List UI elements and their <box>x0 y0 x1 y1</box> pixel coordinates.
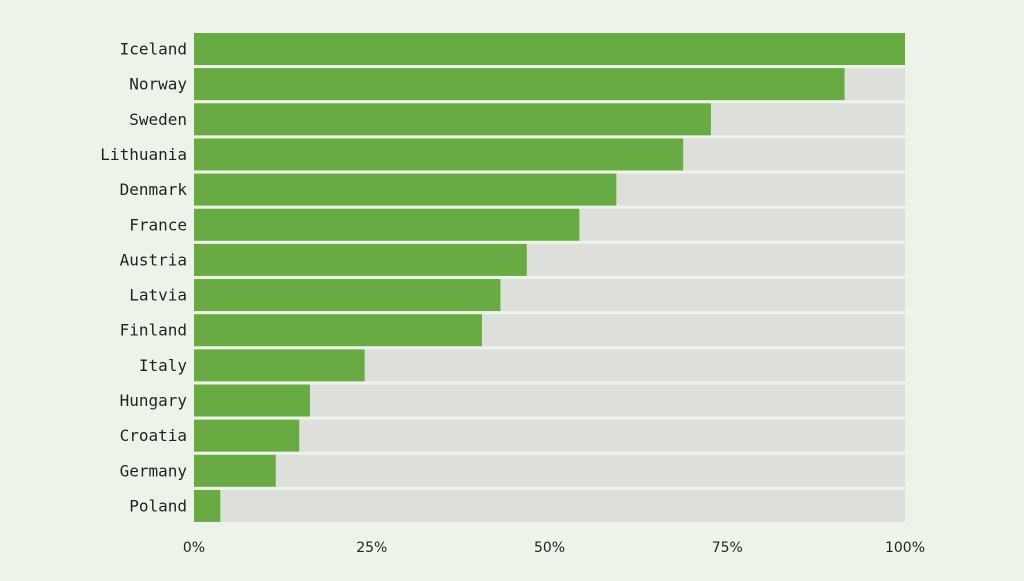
x-axis-tick-labels: 0% 25% 50% 75% 100% <box>183 540 925 556</box>
category-label-denmark: Denmark <box>120 180 188 199</box>
category-label-poland: Poland <box>129 496 187 515</box>
bar-track-poland <box>194 489 905 522</box>
bar-italy <box>194 349 365 382</box>
category-label-croatia: Croatia <box>120 426 187 445</box>
bar-norway <box>194 68 845 101</box>
bar-track-hungary <box>194 384 905 417</box>
category-label-france: France <box>129 215 187 234</box>
category-label-finland: Finland <box>120 321 187 340</box>
bar-france <box>194 208 580 241</box>
x-tick-label: 0% <box>183 540 205 556</box>
category-label-austria: Austria <box>120 250 187 269</box>
x-tick-label: 75% <box>712 540 743 556</box>
bar-track-croatia <box>194 419 905 452</box>
bar-finland <box>194 314 482 347</box>
bar-iceland <box>194 33 905 65</box>
category-label-lithuania: Lithuania <box>100 145 187 164</box>
category-label-norway: Norway <box>129 75 187 94</box>
category-label-germany: Germany <box>120 461 188 480</box>
x-tick-label: 50% <box>534 540 565 556</box>
category-label-sweden: Sweden <box>129 110 187 129</box>
x-tick-label: 25% <box>356 540 387 556</box>
bar-croatia <box>194 419 300 452</box>
bar-germany <box>194 454 276 487</box>
x-tick-label: 100% <box>885 540 925 556</box>
category-labels: Iceland Norway Sweden Lithuania Denmark Franc… <box>100 40 187 516</box>
category-label-iceland: Iceland <box>120 40 187 59</box>
bar-track-germany <box>194 454 905 487</box>
bar-sweden <box>194 103 711 136</box>
bars <box>194 33 905 522</box>
bar-latvia <box>194 279 501 312</box>
category-label-italy: Italy <box>139 356 188 375</box>
bar-denmark <box>194 173 617 206</box>
bar-lithuania <box>194 138 684 171</box>
bar-austria <box>194 243 527 276</box>
category-label-latvia: Latvia <box>129 286 187 305</box>
category-label-hungary: Hungary <box>120 391 188 410</box>
bar-hungary <box>194 384 310 417</box>
bar-poland <box>194 489 221 522</box>
